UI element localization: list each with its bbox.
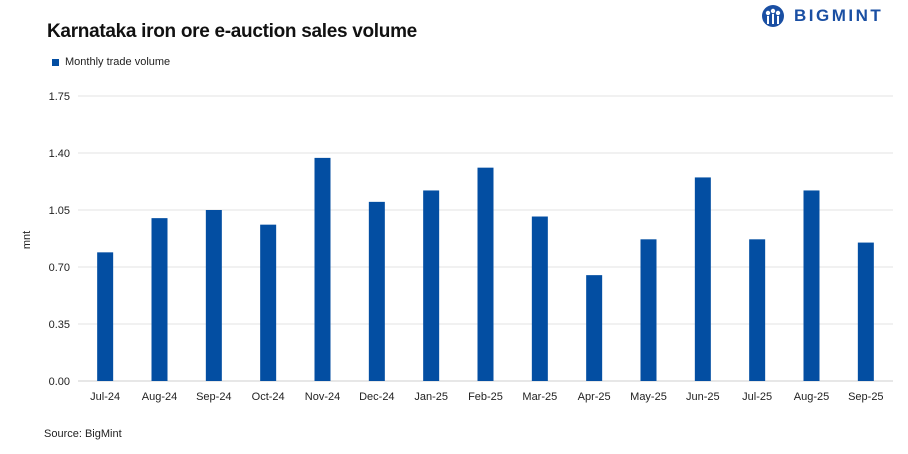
legend: Monthly trade volume — [52, 56, 170, 68]
x-tick-label: Jul-24 — [90, 391, 120, 403]
bar-mar-25 — [531, 216, 548, 381]
y-tick-label: 0.35 — [49, 319, 70, 331]
x-tick-label: Jul-25 — [742, 391, 772, 403]
x-tick-label: Aug-24 — [142, 391, 177, 403]
bar-apr-25 — [586, 275, 603, 381]
x-tick-label: Dec-24 — [359, 391, 394, 403]
y-tick-label: 1.40 — [49, 148, 70, 160]
bar-aug-25 — [803, 190, 820, 381]
bar-aug-24 — [151, 218, 168, 381]
bigmint-logo: BIGMINT — [760, 4, 883, 28]
x-tick-label: Mar-25 — [522, 391, 557, 403]
logo-text: BIGMINT — [794, 6, 884, 25]
bar-dec-24 — [368, 201, 385, 381]
x-tick-label: Jan-25 — [414, 391, 448, 403]
x-tick-label: Sep-25 — [848, 391, 883, 403]
bar-may-25 — [640, 239, 657, 381]
x-tick-label: May-25 — [630, 391, 667, 403]
bar-feb-25 — [477, 167, 494, 381]
y-tick-label: 1.75 — [49, 91, 70, 103]
bar-jul-25 — [749, 239, 766, 381]
x-tick-label: Jun-25 — [686, 391, 720, 403]
bar-jan-25 — [423, 190, 440, 381]
y-tick-label: 0.70 — [49, 262, 70, 274]
bar-oct-24 — [260, 224, 277, 381]
chart-title: Karnataka iron ore e-auction sales volum… — [47, 21, 417, 42]
x-tick-label: Sep-24 — [196, 391, 231, 403]
x-tick-label: Feb-25 — [468, 391, 503, 403]
y-tick-label: 1.05 — [49, 205, 70, 217]
bigmint-logo-icon — [762, 5, 784, 27]
x-tick-label: Aug-25 — [794, 391, 829, 403]
x-tick-label: Oct-24 — [252, 391, 285, 403]
legend-label: Monthly trade volume — [65, 56, 171, 68]
x-tick-label: Apr-25 — [578, 391, 611, 403]
bar-sep-25 — [857, 242, 874, 381]
y-axis-label: mnt — [21, 231, 33, 249]
x-tick-label: Nov-24 — [305, 391, 340, 403]
y-tick-label: 0.00 — [49, 376, 70, 388]
bar-jun-25 — [694, 177, 711, 381]
source-note: Source: BigMint — [44, 428, 122, 440]
legend-swatch — [52, 58, 59, 66]
bar-jul-24 — [97, 252, 114, 381]
bar-nov-24 — [314, 157, 331, 381]
bar-sep-24 — [205, 210, 222, 381]
